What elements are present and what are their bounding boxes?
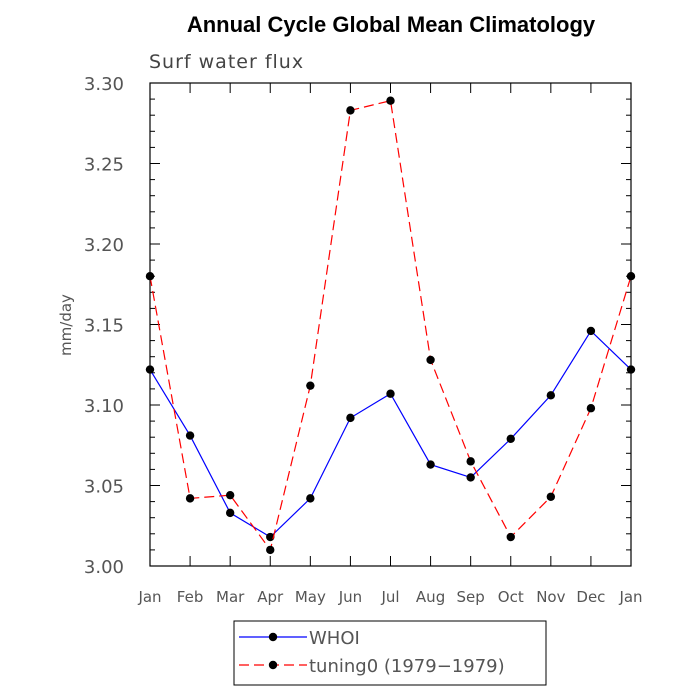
data-point bbox=[306, 494, 315, 503]
x-tick-label: Feb bbox=[177, 588, 204, 606]
data-point bbox=[145, 365, 155, 374]
x-tick-label: Aug bbox=[416, 588, 445, 606]
x-tick-label: May bbox=[295, 588, 326, 606]
data-point bbox=[426, 355, 435, 365]
data-point bbox=[266, 545, 275, 555]
data-point bbox=[586, 326, 596, 336]
series-tuning0 bbox=[145, 96, 636, 555]
data-point bbox=[185, 431, 195, 440]
x-tick-label: Nov bbox=[536, 588, 565, 606]
x-tick-label: Apr bbox=[257, 588, 284, 606]
data-point bbox=[306, 381, 315, 390]
legend-marker bbox=[268, 632, 278, 642]
axis-ticks bbox=[149, 82, 632, 567]
y-axis-label: mm/day bbox=[57, 294, 75, 356]
data-point bbox=[506, 434, 515, 444]
x-tick-label: Jan bbox=[618, 588, 642, 606]
series-line bbox=[149, 329, 632, 538]
series-layer bbox=[145, 96, 636, 555]
chart-subtitle: Surf water flux bbox=[149, 51, 304, 73]
data-point bbox=[626, 272, 636, 281]
x-tick-label: Dec bbox=[576, 588, 605, 606]
x-tick-label: Jul bbox=[380, 588, 399, 606]
legend-label: tuning0 (1979−1979) bbox=[309, 656, 505, 677]
y-tick-label: 3.30 bbox=[84, 74, 124, 95]
legend: WHOI tuning0 (1979−1979) bbox=[233, 620, 547, 686]
x-tick-labels: Jan Feb Mar Apr May Jun Jul Aug Sep Oct Nov Dec Jan bbox=[137, 588, 642, 606]
y-tick-label: 3.20 bbox=[84, 235, 124, 256]
data-point bbox=[426, 460, 435, 469]
data-point bbox=[266, 532, 275, 542]
y-tick-label: 3.15 bbox=[84, 316, 124, 337]
x-tick-label: Oct bbox=[498, 588, 524, 606]
chart-title: Annual Cycle Global Mean Climatology bbox=[187, 12, 596, 37]
y-tick-label: 3.05 bbox=[84, 477, 124, 498]
legend-label: WHOI bbox=[309, 628, 360, 649]
y-tick-labels: 3.00 3.05 3.10 3.15 3.20 3.25 3.30 bbox=[84, 74, 124, 578]
x-tick-label: Jan bbox=[137, 588, 161, 606]
y-tick-label: 3.25 bbox=[84, 155, 124, 176]
series-line bbox=[149, 99, 632, 552]
series-whoi bbox=[145, 326, 636, 542]
data-point bbox=[546, 391, 556, 400]
data-point bbox=[225, 508, 235, 518]
x-tick-label: Mar bbox=[216, 588, 245, 606]
data-point bbox=[145, 272, 155, 281]
legend-box bbox=[233, 620, 547, 686]
y-tick-label: 3.00 bbox=[84, 557, 124, 578]
data-point bbox=[346, 106, 355, 115]
data-point bbox=[225, 490, 235, 500]
data-point bbox=[386, 389, 395, 398]
plot-frame bbox=[149, 82, 632, 567]
legend-marker bbox=[268, 660, 278, 670]
data-point bbox=[346, 413, 355, 423]
data-point bbox=[386, 96, 395, 105]
data-point bbox=[466, 473, 475, 482]
x-tick-label: Sep bbox=[457, 588, 485, 606]
y-tick-label: 3.10 bbox=[84, 396, 124, 417]
data-point bbox=[466, 457, 475, 466]
data-point bbox=[586, 404, 596, 413]
data-point bbox=[185, 494, 195, 503]
x-tick-label: Jun bbox=[338, 588, 362, 606]
data-point bbox=[546, 492, 556, 501]
data-point bbox=[506, 532, 515, 542]
data-point bbox=[626, 365, 636, 374]
